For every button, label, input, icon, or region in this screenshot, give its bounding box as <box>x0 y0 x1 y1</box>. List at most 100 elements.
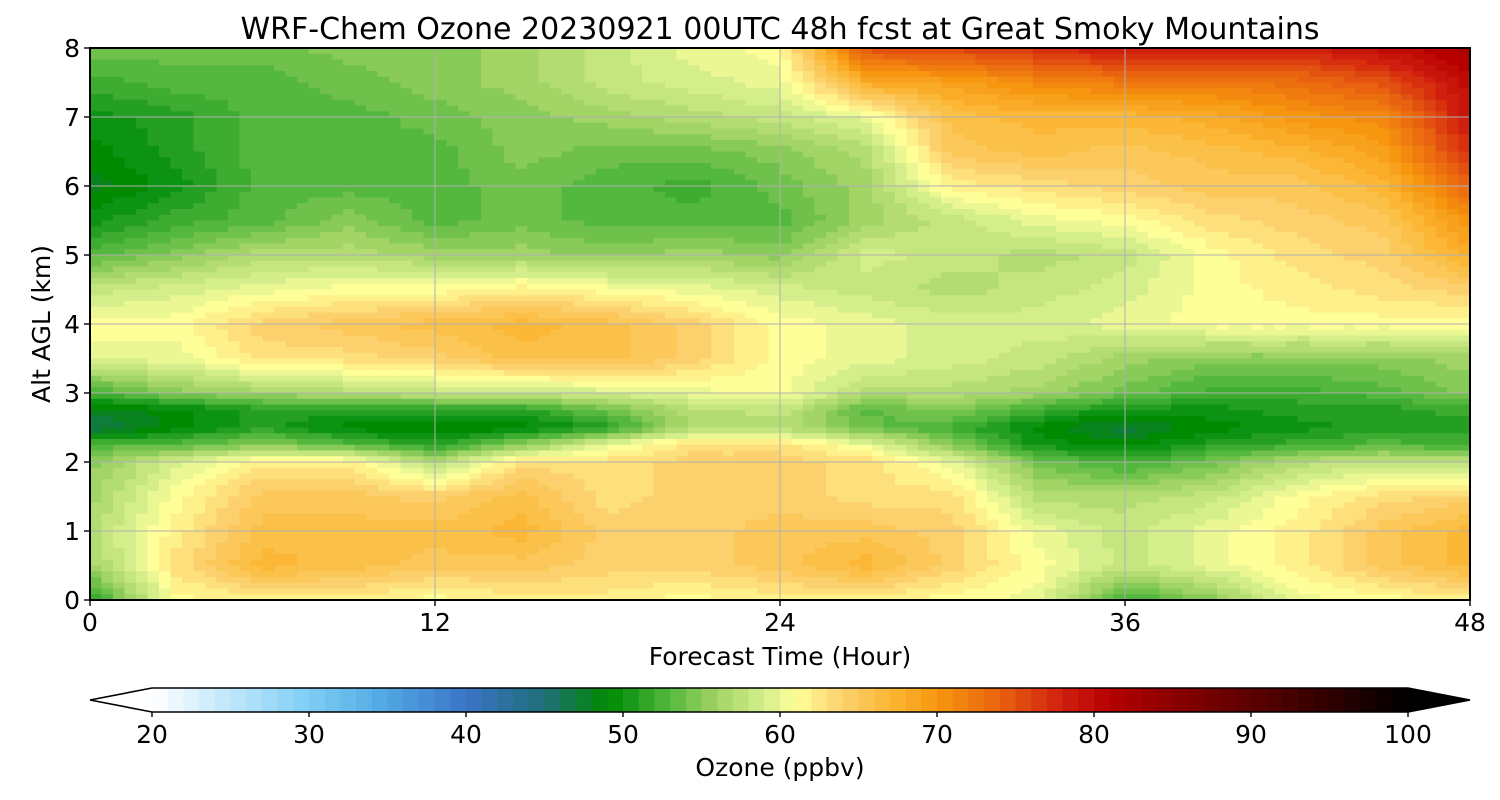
contour-cell <box>1274 209 1287 216</box>
contour-cell <box>193 237 206 245</box>
contour-cell <box>1378 71 1391 78</box>
contour-cell <box>918 122 931 130</box>
contour-cell <box>1366 243 1379 250</box>
contour-cell <box>274 88 287 95</box>
contour-cell <box>147 82 160 89</box>
contour-cell <box>274 128 287 135</box>
contour-cell <box>458 266 471 273</box>
contour-cell <box>113 203 126 210</box>
contour-cell <box>343 71 356 78</box>
contour-cell <box>1171 168 1184 176</box>
contour-cell <box>561 88 574 95</box>
contour-cell <box>803 151 816 158</box>
contour-cell <box>1010 243 1023 250</box>
contour-cell <box>1067 53 1080 61</box>
contour-cell <box>343 220 356 227</box>
contour-cell <box>1079 237 1092 245</box>
contour-cell <box>1458 59 1470 66</box>
contour-cell <box>1228 197 1241 204</box>
contour-cell <box>1194 272 1207 279</box>
contour-cell <box>849 134 862 141</box>
contour-cell <box>619 180 632 187</box>
contour-cell <box>193 191 206 199</box>
contour-cell <box>297 197 310 204</box>
contour-cell <box>1389 168 1402 176</box>
contour-cell <box>1378 243 1391 250</box>
contour-cell <box>1274 214 1287 222</box>
contour-cell <box>527 99 540 107</box>
contour-cell <box>297 226 310 233</box>
contour-cell <box>1148 174 1161 181</box>
contour-cell <box>1274 243 1287 250</box>
contour-cell <box>274 243 287 250</box>
contour-cell <box>492 191 505 199</box>
contour-cell <box>699 88 712 95</box>
contour-cell <box>101 278 114 285</box>
contour-cell <box>998 197 1011 204</box>
contour-cell <box>1228 71 1241 78</box>
contour-cell <box>1389 209 1402 216</box>
contour-cell <box>711 180 724 187</box>
contour-cell <box>987 243 1000 250</box>
contour-cell <box>722 260 735 268</box>
contour-cell <box>504 186 517 193</box>
contour-cell <box>768 111 781 118</box>
contour-cell <box>987 157 1000 164</box>
contour-cell <box>159 249 172 256</box>
contour-cell <box>768 48 781 55</box>
contour-cell <box>515 180 528 187</box>
contour-cell <box>124 48 137 55</box>
contour-cell <box>285 278 298 285</box>
contour-cell <box>412 145 425 153</box>
contour-cell <box>826 197 839 204</box>
contour-cell <box>193 209 206 216</box>
contour-cell <box>929 278 942 285</box>
contour-cell <box>768 209 781 216</box>
contour-cell <box>251 220 264 227</box>
contour-cell <box>745 174 758 181</box>
contour-cell <box>170 197 183 204</box>
contour-cell <box>676 59 689 66</box>
contour-cell <box>906 283 919 291</box>
contour-cell <box>1366 174 1379 181</box>
contour-cell <box>987 53 1000 61</box>
contour-cell <box>573 260 586 268</box>
contour-cell <box>366 53 379 61</box>
contour-cell <box>1217 174 1230 181</box>
contour-cell <box>1205 117 1218 124</box>
contour-cell <box>1320 237 1333 245</box>
contour-cell <box>814 186 827 193</box>
contour-cell <box>688 260 701 268</box>
contour-cell <box>1194 260 1207 268</box>
contour-cell <box>1320 134 1333 141</box>
contour-cell <box>435 59 448 66</box>
contour-cell <box>1251 128 1264 135</box>
contour-cell <box>814 174 827 181</box>
contour-cell <box>1182 48 1195 55</box>
contour-cell <box>412 94 425 101</box>
contour-cell <box>1263 76 1276 84</box>
contour-cell <box>239 117 252 124</box>
contour-cell <box>1297 122 1310 130</box>
contour-cell <box>1309 88 1322 95</box>
contour-cell <box>1458 105 1470 112</box>
contour-cell <box>711 48 724 55</box>
contour-cell <box>504 209 517 216</box>
contour-cell <box>1343 203 1356 210</box>
contour-cell <box>435 128 448 135</box>
contour-cell <box>193 94 206 101</box>
contour-cell <box>826 266 839 273</box>
contour-cell <box>1366 134 1379 141</box>
contour-cell <box>377 197 390 204</box>
contour-cell <box>918 220 931 227</box>
contour-cell <box>159 134 172 141</box>
contour-cell <box>837 191 850 199</box>
contour-cell <box>619 94 632 101</box>
contour-cell <box>872 168 885 176</box>
contour-cell <box>1378 168 1391 176</box>
contour-cell <box>1240 214 1253 222</box>
contour-cell <box>1251 237 1264 245</box>
contour-cell <box>561 145 574 153</box>
contour-cell <box>1263 151 1276 158</box>
contour-cell <box>1171 65 1184 72</box>
